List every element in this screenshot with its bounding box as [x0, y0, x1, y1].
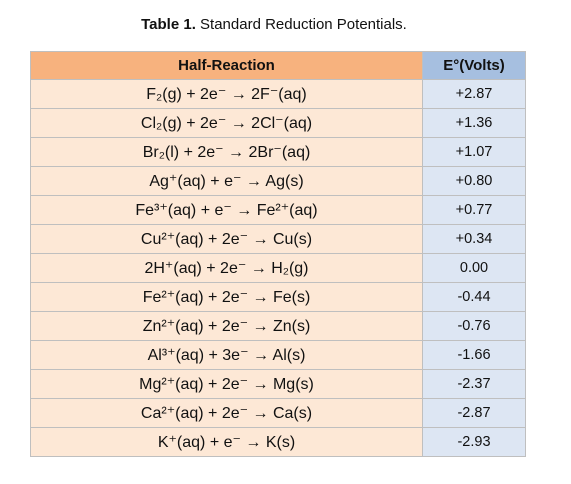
half-reaction-cell: 2H⁺(aq) + 2e⁻ → H₂(g) — [30, 253, 423, 283]
half-reaction-text: K⁺(aq) + e⁻ → K(s) — [157, 434, 296, 451]
half-reaction-cell: F₂(g) + 2e⁻ → 2F⁻(aq) — [30, 79, 423, 109]
half-reaction-text: 2H⁺(aq) + 2e⁻ → H₂(g) — [144, 260, 309, 277]
table-row: F₂(g) + 2e⁻ → 2F⁻(aq) +2.87 — [30, 79, 526, 109]
potential-value-cell: -2.37 — [422, 369, 526, 399]
half-reaction-text: Al³⁺(aq) + 3e⁻ → Al(s) — [147, 347, 306, 364]
half-reaction-cell: Fe³⁺(aq) + e⁻ → Fe²⁺(aq) — [30, 195, 423, 225]
half-reaction-cell: K⁺(aq) + e⁻ → K(s) — [30, 427, 423, 457]
half-reaction-cell: Mg²⁺(aq) + 2e⁻ → Mg(s) — [30, 369, 423, 399]
potential-value-cell: +1.36 — [422, 108, 526, 138]
half-reaction-cell: Fe²⁺(aq) + 2e⁻ → Fe(s) — [30, 282, 423, 312]
half-reaction-cell: Br₂(l) + 2e⁻ → 2Br⁻(aq) — [30, 137, 423, 167]
table-header-row: Half-Reaction E°(Volts) — [30, 51, 526, 80]
half-reaction-cell: Zn²⁺(aq) + 2e⁻ → Zn(s) — [30, 311, 423, 341]
table-row: Zn²⁺(aq) + 2e⁻ → Zn(s) -0.76 — [30, 311, 526, 341]
potential-value-cell: -1.66 — [422, 340, 526, 370]
table-caption-text: Standard Reduction Potentials. — [200, 16, 407, 33]
potential-value-cell: -0.76 — [422, 311, 526, 341]
potential-value-cell: -0.44 — [422, 282, 526, 312]
half-reaction-text: Fe³⁺(aq) + e⁻ → Fe²⁺(aq) — [135, 202, 318, 219]
table-row: Mg²⁺(aq) + 2e⁻ → Mg(s) -2.37 — [30, 369, 526, 399]
table-row: Fe²⁺(aq) + 2e⁻ → Fe(s) -0.44 — [30, 282, 526, 312]
potential-value-cell: 0.00 — [422, 253, 526, 283]
half-reaction-cell: Ag⁺(aq) + e⁻ → Ag(s) — [30, 166, 423, 196]
table-row: Cu²⁺(aq) + 2e⁻ → Cu(s) +0.34 — [30, 224, 526, 254]
half-reaction-cell: Ca²⁺(aq) + 2e⁻ → Ca(s) — [30, 398, 423, 428]
table-row: Al³⁺(aq) + 3e⁻ → Al(s) -1.66 — [30, 340, 526, 370]
table-row: Ca²⁺(aq) + 2e⁻ → Ca(s) -2.87 — [30, 398, 526, 428]
half-reaction-text: Cl₂(g) + 2e⁻ → 2Cl⁻(aq) — [140, 115, 313, 132]
potential-value-cell: +2.87 — [422, 79, 526, 109]
half-reaction-text: Zn²⁺(aq) + 2e⁻ → Zn(s) — [142, 318, 311, 335]
table-row: K⁺(aq) + e⁻ → K(s) -2.93 — [30, 427, 526, 457]
half-reaction-cell: Cl₂(g) + 2e⁻ → 2Cl⁻(aq) — [30, 108, 423, 138]
half-reaction-text: Fe²⁺(aq) + 2e⁻ → Fe(s) — [142, 289, 311, 306]
half-reaction-text: Ag⁺(aq) + e⁻ → Ag(s) — [149, 173, 304, 190]
half-reaction-text: F₂(g) + 2e⁻ → 2F⁻(aq) — [146, 86, 307, 103]
half-reaction-cell: Al³⁺(aq) + 3e⁻ → Al(s) — [30, 340, 423, 370]
table-caption-label: Table 1. — [141, 16, 196, 33]
potential-value-cell: -2.87 — [422, 398, 526, 428]
potential-value-cell: +0.80 — [422, 166, 526, 196]
half-reaction-text: Ca²⁺(aq) + 2e⁻ → Ca(s) — [140, 405, 313, 422]
table-row: Br₂(l) + 2e⁻ → 2Br⁻(aq) +1.07 — [30, 137, 526, 167]
table-row: Cl₂(g) + 2e⁻ → 2Cl⁻(aq) +1.36 — [30, 108, 526, 138]
potential-value-cell: +0.77 — [422, 195, 526, 225]
table-row: Ag⁺(aq) + e⁻ → Ag(s) +0.80 — [30, 166, 526, 196]
half-reaction-cell: Cu²⁺(aq) + 2e⁻ → Cu(s) — [30, 224, 423, 254]
table-row: Fe³⁺(aq) + e⁻ → Fe²⁺(aq) +0.77 — [30, 195, 526, 225]
reduction-potentials-table: Half-Reaction E°(Volts) F₂(g) + 2e⁻ → 2F… — [30, 51, 526, 457]
half-reaction-text: Mg²⁺(aq) + 2e⁻ → Mg(s) — [139, 376, 314, 393]
potential-value-cell: +0.34 — [422, 224, 526, 254]
header-potential: E°(Volts) — [422, 51, 526, 80]
half-reaction-text: Br₂(l) + 2e⁻ → 2Br⁻(aq) — [142, 144, 311, 161]
table-body: F₂(g) + 2e⁻ → 2F⁻(aq) +2.87 Cl₂(g) + 2e⁻ →… — [30, 79, 526, 457]
potential-value-cell: +1.07 — [422, 137, 526, 167]
table-row: 2H⁺(aq) + 2e⁻ → H₂(g) 0.00 — [30, 253, 526, 283]
potential-value-cell: -2.93 — [422, 427, 526, 457]
half-reaction-text: Cu²⁺(aq) + 2e⁻ → Cu(s) — [140, 231, 313, 248]
table-caption: Table 1. Standard Reduction Potentials. — [0, 14, 548, 36]
header-half-reaction: Half-Reaction — [30, 51, 423, 80]
